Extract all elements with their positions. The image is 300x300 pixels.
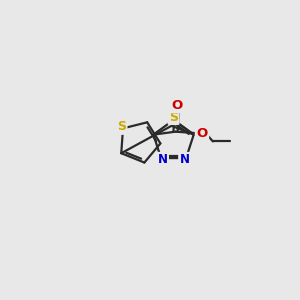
Text: S: S — [169, 110, 178, 124]
Text: O: O — [196, 127, 208, 140]
Text: S: S — [117, 120, 126, 134]
Text: N: N — [179, 153, 190, 166]
Text: N: N — [158, 153, 168, 166]
Text: O: O — [171, 99, 183, 112]
